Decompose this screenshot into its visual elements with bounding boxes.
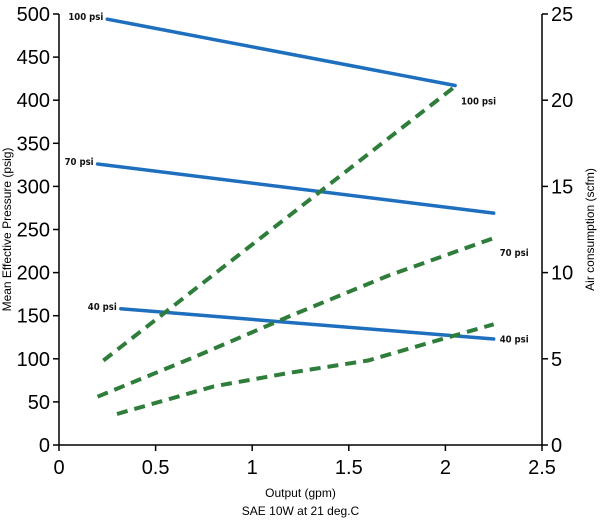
pressure-series-label: 40 psi	[88, 302, 117, 313]
air-series-label: 70 psi	[500, 248, 529, 259]
pressure-line	[119, 307, 496, 341]
y-left-tick-label: 450	[17, 47, 50, 69]
x-tick-label: 1	[247, 457, 258, 479]
x-axis-title: Output (gpm)	[265, 486, 336, 500]
y-left-tick-label: 100	[17, 349, 50, 371]
air-series-label: 100 psi	[461, 96, 496, 107]
x-tick-label: 0.5	[142, 457, 170, 479]
y-left-tick-label: 50	[28, 392, 50, 414]
x-tick-label: 2	[440, 457, 451, 479]
x-tick-label: 1.5	[335, 457, 363, 479]
y-left-tick-label: 350	[17, 133, 50, 155]
y-left-tick-label: 250	[17, 220, 50, 242]
air-consumption-line	[116, 322, 495, 416]
y-right-tick-label: 5	[551, 349, 562, 371]
air-consumption-line	[96, 236, 495, 399]
y-left-tick-label: 400	[17, 90, 50, 112]
y-right-tick-label: 0	[551, 435, 562, 457]
y-left-tick-label: 300	[17, 176, 50, 198]
plot-area: 0501001502002503003504004505000510152025…	[17, 4, 574, 479]
air-series-label: 40 psi	[500, 334, 529, 345]
y-right-tick-label: 25	[551, 4, 573, 26]
y-left-tick-label: 0	[39, 435, 50, 457]
y-left-tick-label: 150	[17, 306, 50, 328]
pressure-series-label: 70 psi	[65, 157, 94, 168]
x-tick-label: 2.5	[528, 457, 556, 479]
pressure-line	[95, 162, 496, 215]
pressure-series-label: 100 psi	[68, 12, 103, 23]
y-axis-left-title: Mean Effective Pressure (psig)	[0, 148, 14, 312]
pressure-line	[105, 17, 457, 88]
air-consumption-line	[102, 84, 457, 363]
x-axis-subtitle: SAE 10W at 21 deg.C	[242, 504, 360, 518]
y-left-tick-label: 200	[17, 263, 50, 285]
y-right-tick-label: 10	[551, 263, 573, 285]
y-right-tick-label: 20	[551, 90, 573, 112]
y-left-tick-label: 500	[17, 4, 50, 26]
y-axis-right-title: Air consumption (scfm)	[583, 168, 597, 291]
x-tick-label: 0	[53, 457, 64, 479]
y-right-tick-label: 15	[551, 176, 573, 198]
